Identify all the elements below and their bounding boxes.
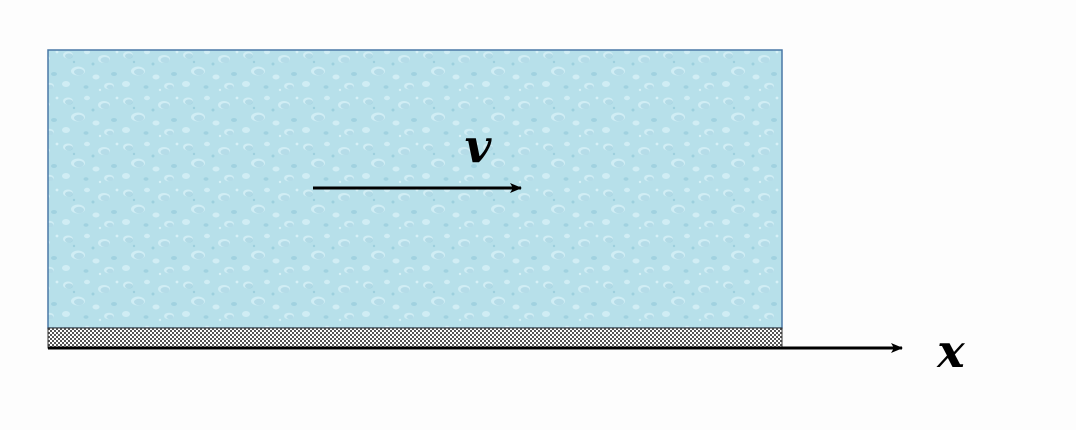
x-axis-label: x xyxy=(936,324,965,378)
velocity-label: v xyxy=(465,119,493,173)
plate-wall xyxy=(47,327,783,349)
